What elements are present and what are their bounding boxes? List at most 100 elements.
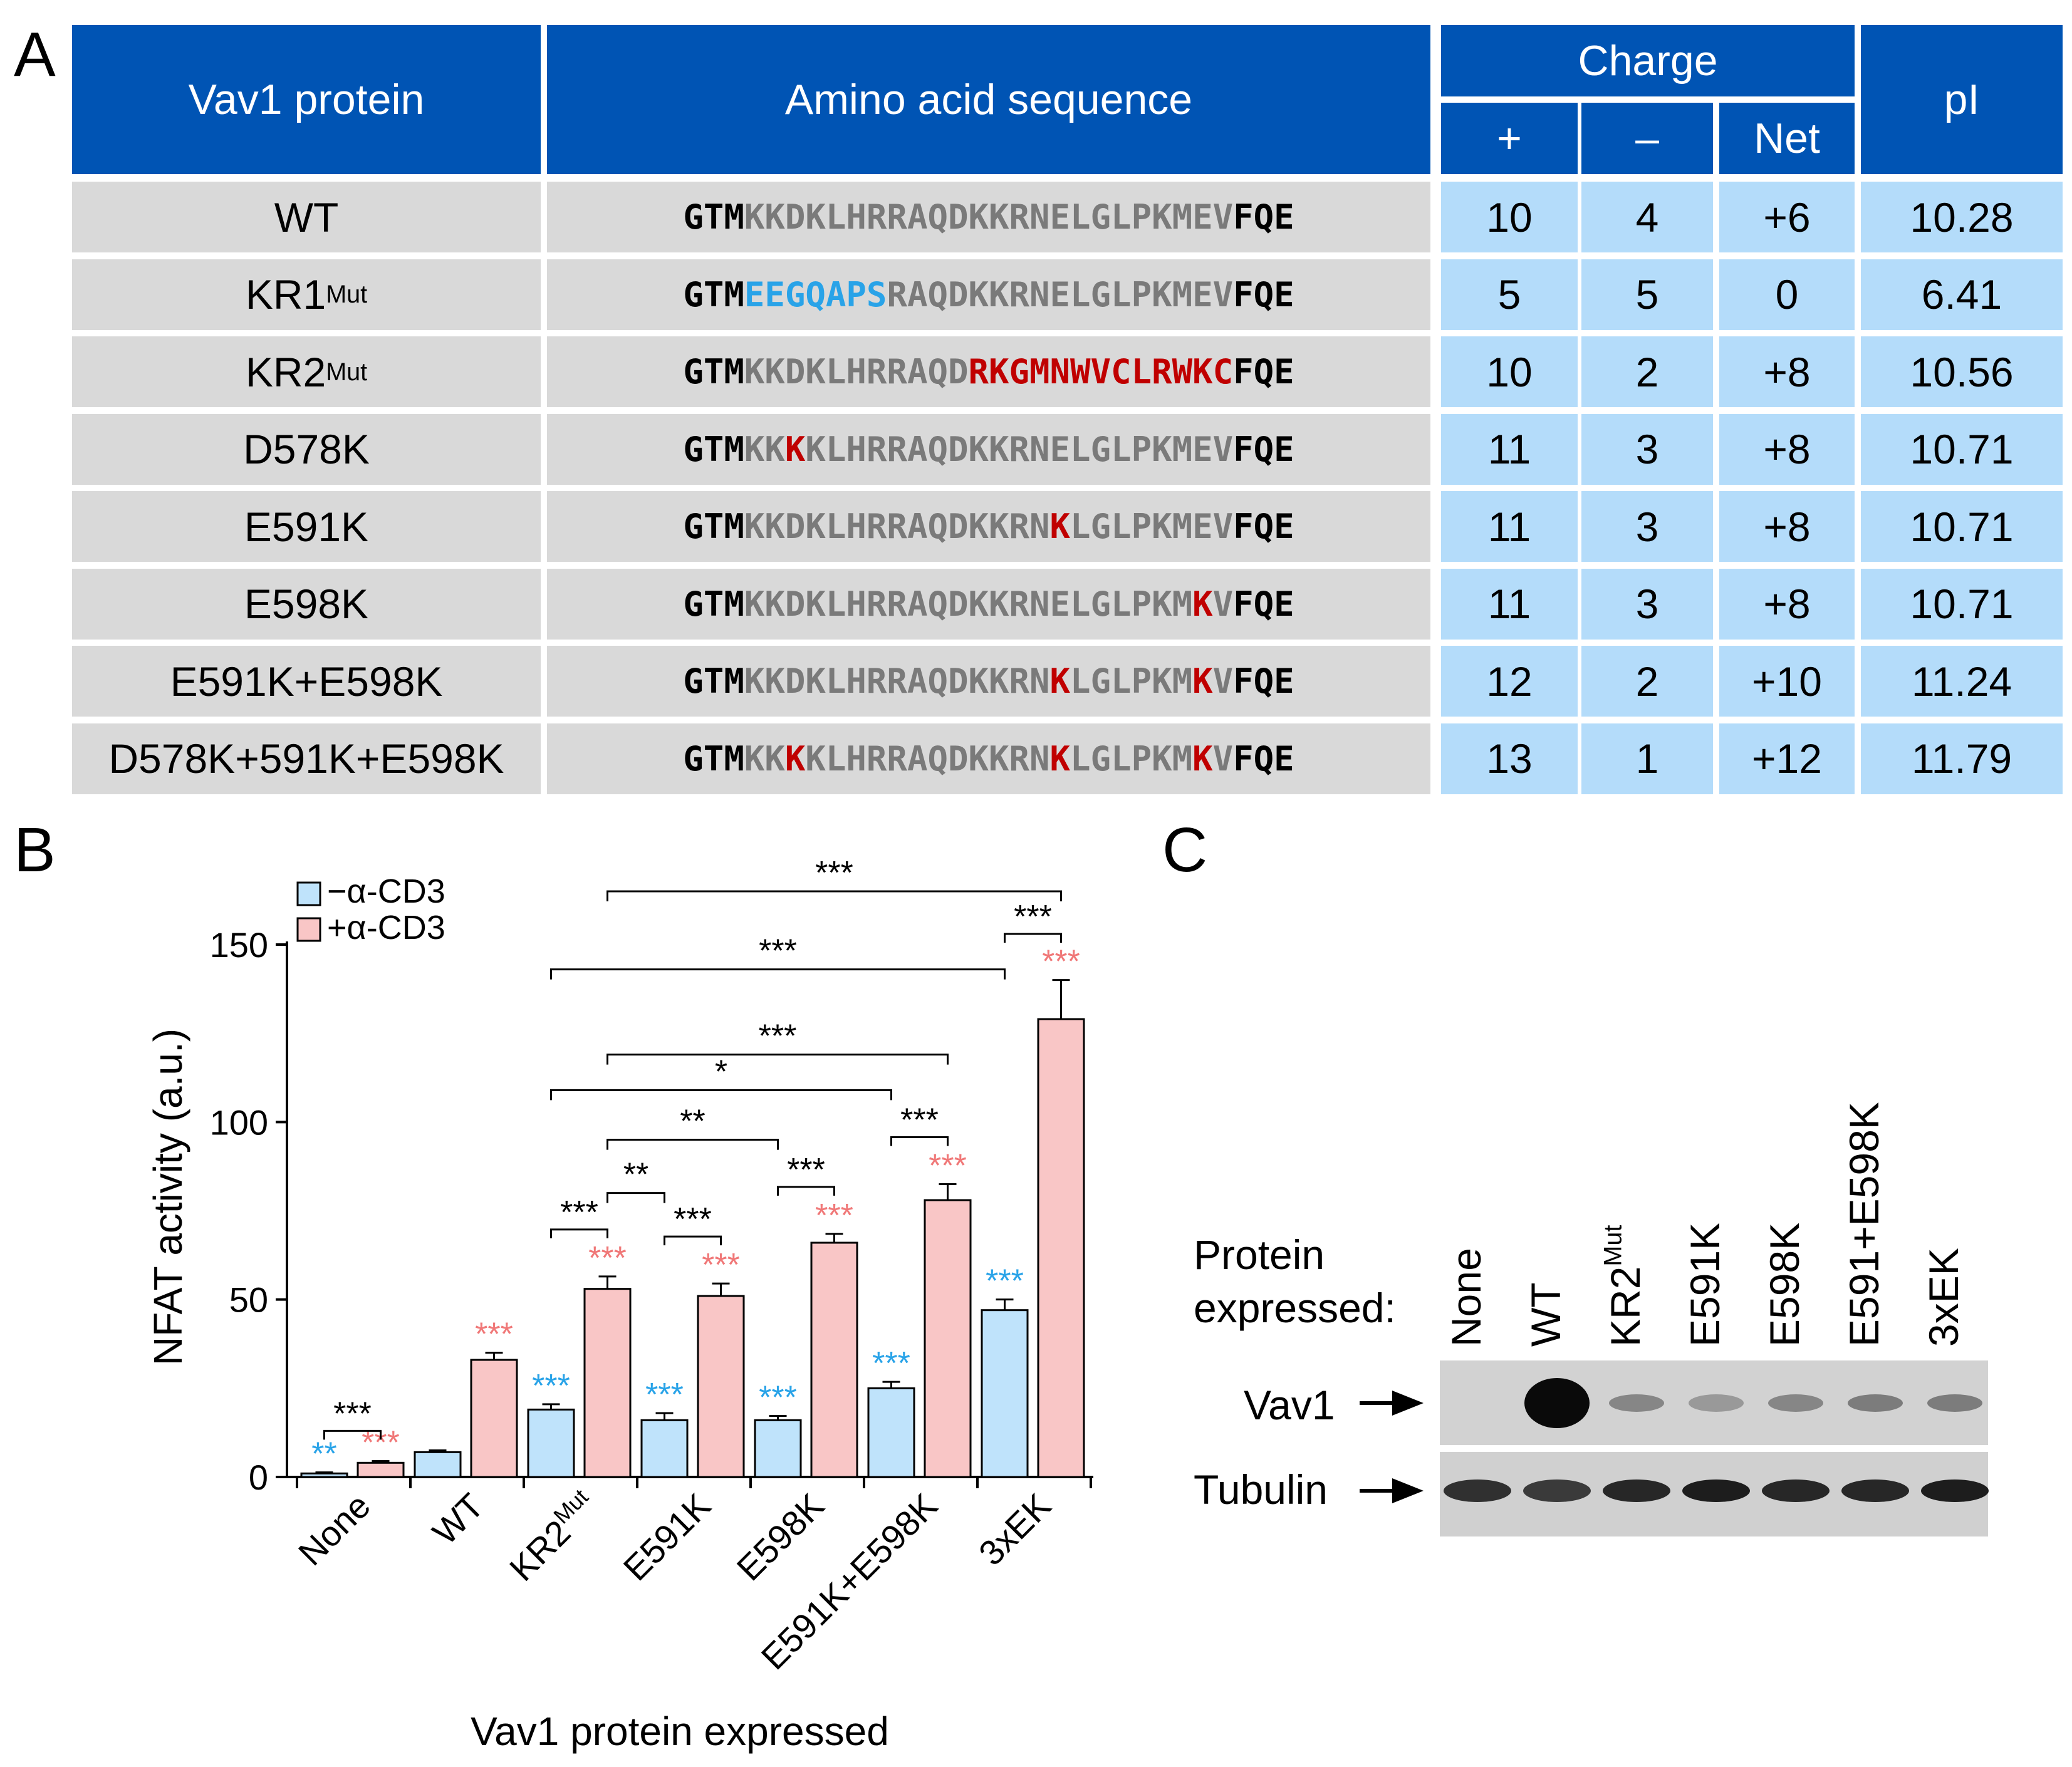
sequence-segment: GTM [683, 507, 744, 546]
protein-name: D578K+591K+E598K [108, 735, 504, 782]
bar-plus-cd3 [583, 1288, 632, 1478]
vav1-band [1927, 1394, 1982, 1412]
sequence-segment: FQE [1233, 274, 1294, 314]
bar-plus-cd3 [357, 1461, 405, 1478]
tubulin-band [1921, 1479, 1989, 1502]
pi-cell: 11.79 [1861, 723, 2063, 794]
charge-minus-cell: 3 [1581, 491, 1713, 562]
bar-minus-cd3 [640, 1419, 689, 1478]
blot-row-label-vav1: Vav1 [1244, 1382, 1335, 1428]
sequence-segment: V [1212, 661, 1234, 701]
pair-significance-label: *** [787, 1152, 825, 1188]
comparison-significance-label: * [715, 1054, 727, 1090]
protein-name: E591K [244, 503, 369, 550]
pair-bracket [550, 1228, 608, 1238]
header-net: Net [1719, 103, 1855, 174]
charge-net-cell: +6 [1719, 182, 1855, 252]
significance-mark: *** [475, 1317, 513, 1353]
charge-net-cell: +8 [1719, 568, 1855, 640]
bar-minus-cd3 [754, 1419, 802, 1478]
bar-plus-cd3 [697, 1295, 745, 1478]
y-axis-label: NFAT activity (a.u.) [145, 1029, 190, 1365]
panel-b-label: B [14, 815, 56, 885]
significance-mark: *** [872, 1345, 910, 1382]
vav1-band [1768, 1394, 1823, 1412]
legend-label-plus: +α-CD3 [327, 909, 445, 946]
charge-minus-cell: 3 [1581, 568, 1713, 640]
sequence-segment: LGLPKM [1070, 661, 1193, 701]
protein-name-cell: E591K+E598K [72, 646, 541, 717]
sequence-segment: V [1212, 738, 1234, 779]
significance-mark: *** [759, 1380, 797, 1416]
bar-minus-cd3 [300, 1472, 348, 1478]
x-tick-label-superscript: Mut [548, 1484, 593, 1528]
pair-significance-label: *** [560, 1194, 598, 1231]
pi-cell: 10.71 [1861, 413, 2063, 485]
sequence-segment: KKDKLHRRAQDKKRNELGLPKM [744, 584, 1193, 624]
blot-header-line2: expressed: [1194, 1285, 1396, 1331]
sequence-segment: FQE [1233, 661, 1294, 701]
comparison-significance-label: *** [815, 855, 853, 891]
pair-significance-label: *** [333, 1396, 372, 1432]
pair-significance-label: *** [674, 1201, 712, 1238]
protein-name-cell: KR2 Mut [72, 336, 541, 407]
panel-a-label: A [14, 19, 56, 90]
pair-significance-label: *** [1014, 899, 1052, 935]
header-plus: + [1441, 103, 1578, 174]
sequence-segment: RAQDKKRNELGLPKMEV [887, 274, 1234, 314]
comparison-significance-label: *** [759, 933, 797, 970]
significance-mark: *** [588, 1240, 627, 1277]
pi-cell: 10.71 [1861, 568, 2063, 640]
pair-significance-label: *** [900, 1102, 939, 1139]
x-tick-label: E591K [616, 1486, 718, 1588]
bar-plus-cd3 [1037, 1018, 1085, 1478]
charge-plus-cell: 11 [1441, 568, 1578, 640]
x-tick-label: None [291, 1486, 378, 1573]
amino-acid-sequence: GTM KK K KLHRRAQDKKRN K LGLPKM K V FQE [683, 739, 1294, 779]
sequence-cell: GTM KK K KLHRRAQDKKRNELGLPKMEV FQE [547, 413, 1430, 485]
panel-c-label: C [1162, 815, 1208, 885]
bar-plus-cd3 [924, 1199, 972, 1478]
sequence-segment: K [1049, 507, 1071, 546]
bar-minus-cd3 [867, 1387, 915, 1478]
blot-lane-name: KR2 [1602, 1266, 1648, 1347]
pair-bracket [323, 1429, 382, 1440]
charge-net-cell: +8 [1719, 413, 1855, 485]
protein-name: WT [274, 194, 339, 241]
sequence-segment: KKDKLHRRAQDKKRN [744, 661, 1050, 701]
x-tick-label: 3xEK [971, 1486, 1058, 1573]
comparison-significance-label: *** [759, 1018, 797, 1055]
protein-name: KR1 [245, 271, 326, 318]
sequence-segment: FQE [1233, 584, 1294, 624]
sequence-segment: GTM [683, 661, 744, 701]
tubulin-band [1762, 1479, 1830, 1502]
charge-plus-cell: 5 [1441, 259, 1578, 330]
amino-acid-sequence: GTM EEGQAPS RAQDKKRNELGLPKMEV FQE [683, 275, 1294, 314]
amino-acid-sequence: GTM KK K KLHRRAQDKKRNELGLPKMEV FQE [683, 430, 1294, 469]
blot-lane-label: E591K [1681, 1223, 1729, 1347]
tubulin-band [1841, 1479, 1909, 1502]
amino-acid-sequence: GTM KKDKLHRRAQDKKRN K LGLPKM K V FQE [683, 661, 1294, 701]
comparison-bracket [607, 890, 1062, 901]
sequence-segment: KKDKLHRRAQDKKRNELGLPKMEV [744, 197, 1234, 237]
sequence-cell: GTM KKDKLHRRAQD RKGMNWVCLRWKC FQE [547, 336, 1430, 407]
protein-name: E598K [244, 581, 369, 627]
charge-net-cell: +12 [1719, 723, 1855, 794]
charge-minus-cell: 2 [1581, 336, 1713, 407]
significance-mark: ** [311, 1436, 336, 1473]
pi-cell: 6.41 [1861, 259, 2063, 330]
sequence-segment: FQE [1233, 352, 1294, 391]
sequence-segment: K [784, 429, 806, 469]
sequence-segment: KKDKLHRRAQD [744, 352, 969, 391]
x-tick-label: WT [425, 1486, 491, 1552]
blot-lane-label: E591+E598K [1840, 1102, 1888, 1347]
charge-plus-cell: 13 [1441, 723, 1578, 794]
blot-lane-label: E598K [1761, 1223, 1808, 1347]
sequence-segment: KLHRRAQDKKRN [805, 738, 1050, 779]
charge-plus-cell: 11 [1441, 491, 1578, 562]
blot-lane-name: E591+E598K [1841, 1102, 1887, 1347]
arrow-icon [1392, 1391, 1424, 1416]
significance-mark: *** [1042, 944, 1080, 980]
sequence-segment: GTM [683, 274, 744, 314]
sequence-segment: LGLPKM [1070, 738, 1193, 779]
